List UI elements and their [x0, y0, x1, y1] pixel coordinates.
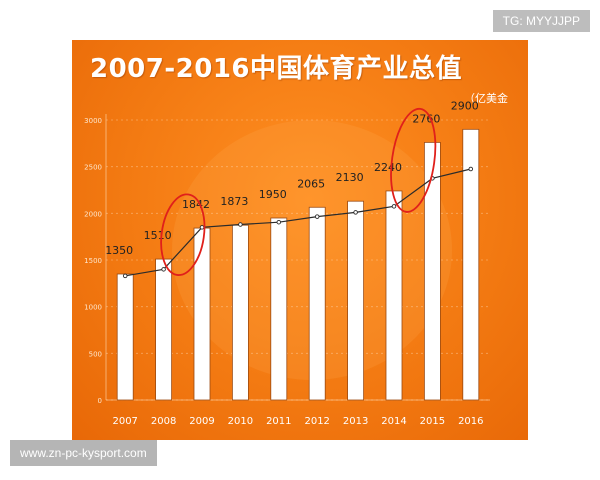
- trend-point: [353, 210, 358, 215]
- trend-point: [161, 267, 166, 272]
- annotation-circle-2: [390, 107, 437, 213]
- watermark-top: TG: MYYJJPP: [492, 10, 590, 32]
- x-tick-label: 2013: [343, 416, 368, 427]
- data-label: 2240: [374, 161, 402, 174]
- x-tick-label: 2014: [381, 416, 406, 427]
- chart-panel: 2007-2016中国体育产业总值 （亿美金 0 500 1000 1500 2000 2…: [72, 40, 528, 440]
- y-tick-label: 2500: [84, 164, 102, 172]
- bar-2011: [270, 217, 288, 401]
- trend-point: [314, 214, 320, 219]
- annotation-circle-1: [160, 193, 206, 276]
- x-tick-label: 2009: [189, 416, 214, 427]
- y-tick-label: 1000: [84, 304, 102, 312]
- trend-point: [391, 204, 397, 209]
- data-label: 1950: [259, 188, 287, 201]
- y-tick-label: 1500: [84, 257, 102, 265]
- watermark-bottom: www.zn-pc-kysport.com: [10, 440, 157, 466]
- bar-chart: 0 500 1000 1500 2000 2500 3000 1350 2007 1510 2008…: [84, 99, 490, 427]
- x-tick-label: 2016: [458, 416, 483, 427]
- x-tick-label: 2010: [228, 416, 253, 427]
- x-tick-label: 2008: [151, 416, 176, 427]
- x-tick-label: 2015: [420, 416, 445, 427]
- bar-2016: [462, 128, 480, 401]
- data-label: 1842: [182, 198, 210, 211]
- bar-2007: [116, 273, 134, 401]
- trend-point: [238, 222, 243, 227]
- bar-2009: [193, 227, 211, 401]
- data-label: 2900: [451, 99, 479, 112]
- bar-2013: [347, 200, 365, 401]
- trend-point: [199, 225, 205, 230]
- chart-title: 2007-2016中国体育产业总值: [90, 54, 463, 84]
- y-tick-label: 0: [98, 397, 102, 405]
- bar-2015: [423, 142, 441, 401]
- data-label: 2065: [297, 177, 325, 190]
- y-tick-label: 3000: [84, 117, 102, 125]
- bar-2014: [385, 190, 403, 401]
- data-label: 2760: [412, 112, 440, 125]
- data-label: 1873: [220, 195, 248, 208]
- bar-2012: [308, 206, 326, 401]
- trend-point: [468, 166, 474, 172]
- data-label: 1350: [105, 244, 133, 257]
- x-tick-label: 2012: [304, 416, 329, 427]
- x-tick-label: 2011: [266, 416, 291, 427]
- bar-2010: [231, 224, 249, 401]
- x-tick-label: 2007: [112, 416, 137, 427]
- trend-point: [122, 273, 128, 279]
- unit-label: （亿美金: [464, 92, 508, 105]
- y-tick-label: 2000: [84, 210, 102, 218]
- data-label: 1510: [144, 229, 172, 242]
- y-tick-label: 500: [89, 350, 102, 358]
- trend-point: [276, 219, 282, 225]
- trend-line: [125, 168, 471, 277]
- bar-2008: [155, 258, 172, 401]
- data-label: 2130: [336, 171, 364, 184]
